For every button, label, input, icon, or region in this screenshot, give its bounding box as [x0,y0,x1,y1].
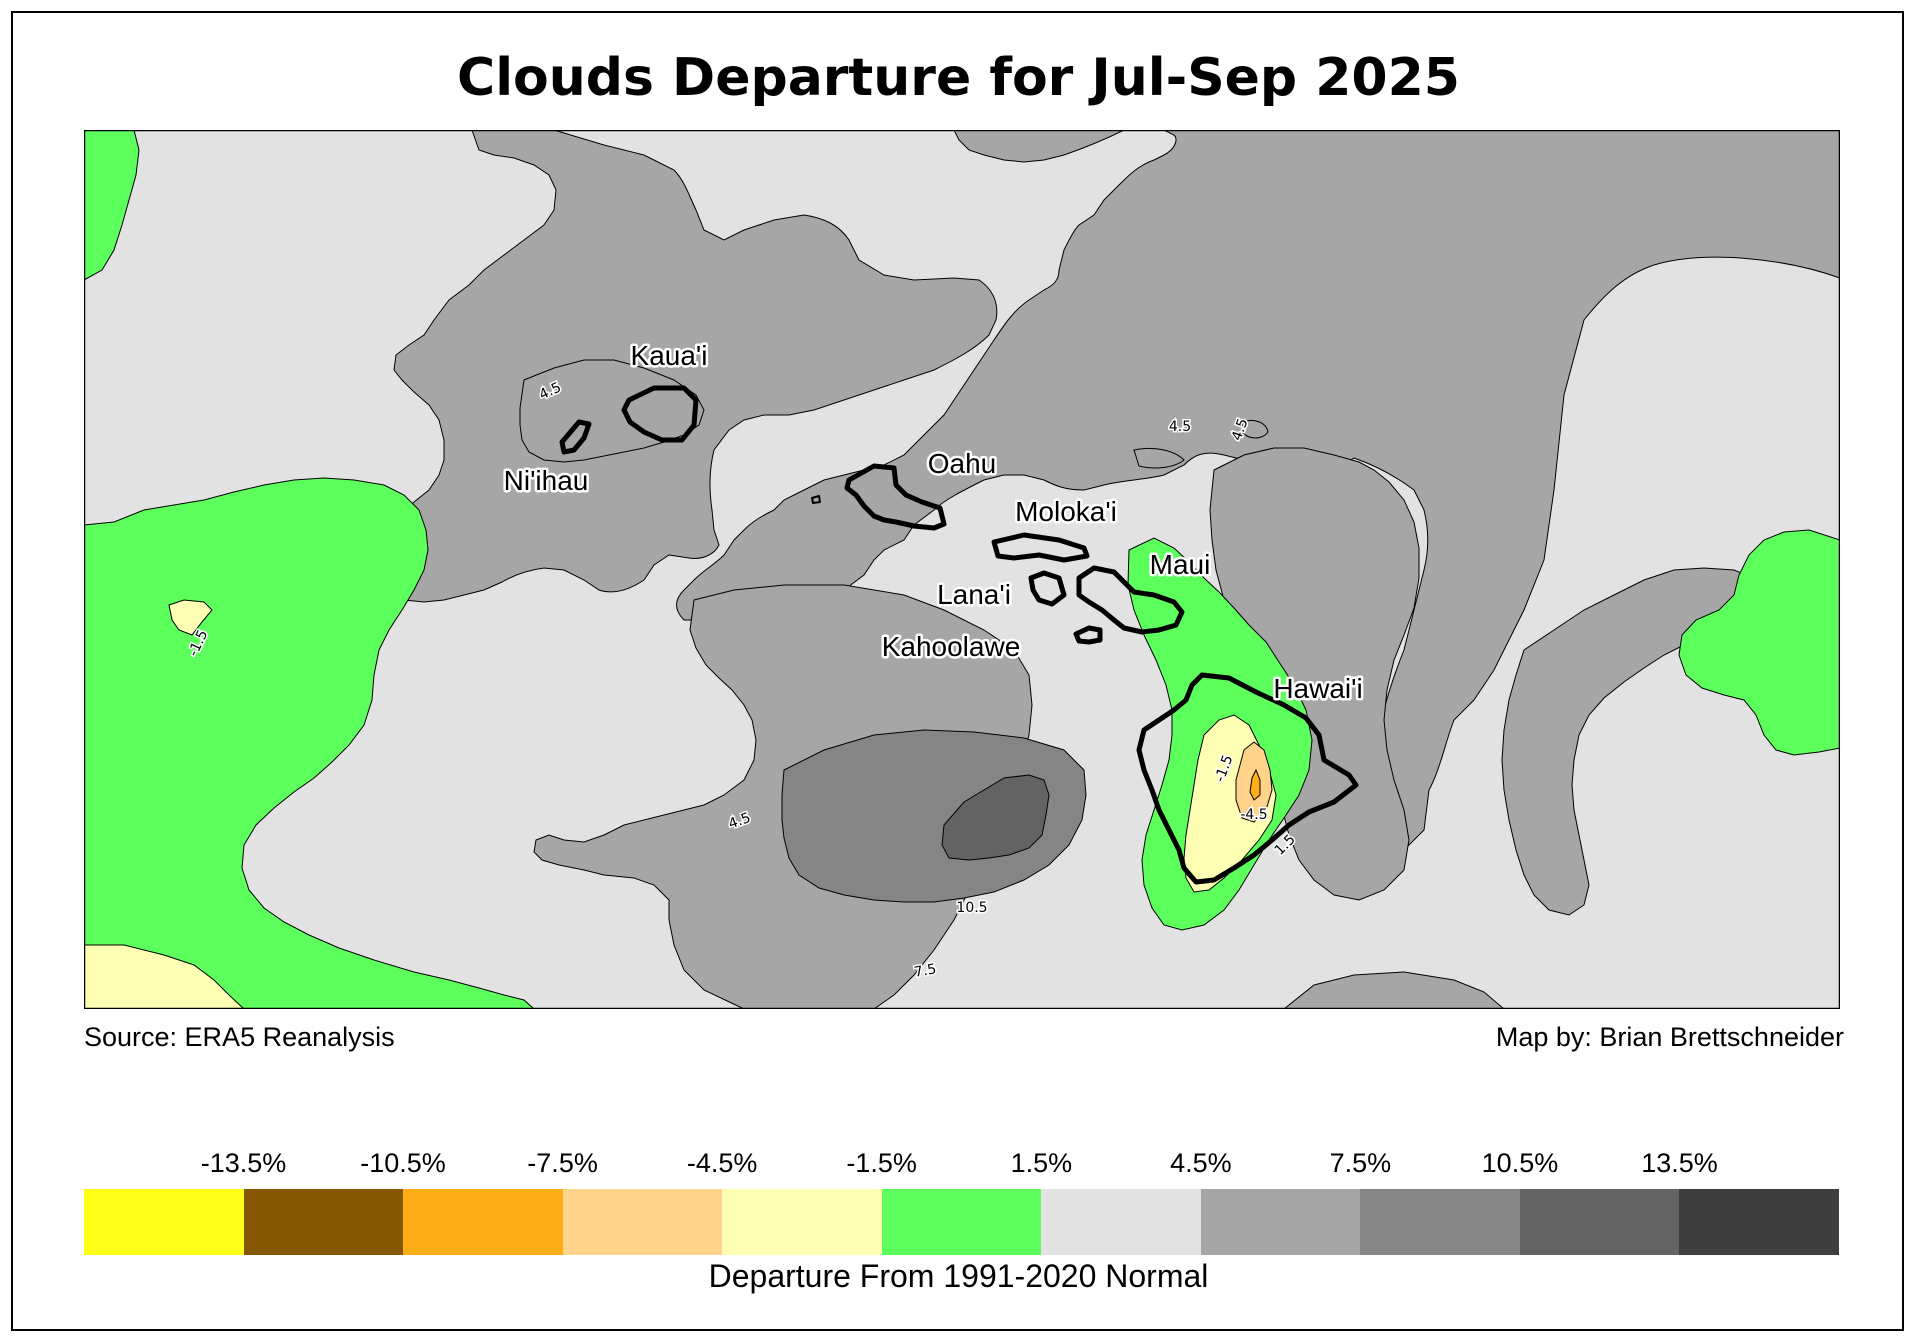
label-oahu: Oahu [928,448,997,479]
departure-region-4-5-central [348,130,998,603]
legend-swatch [403,1189,563,1255]
legend-swatch [1360,1189,1520,1255]
legend-tick-labels: -13.5% -10.5% -7.5% -4.5% -1.5% 1.5% 4.5… [84,1148,1839,1182]
departure-region-neg-4-5-small [168,599,213,636]
legend-tick-label: 4.5% [1170,1148,1232,1178]
legend-tick-label: -7.5% [527,1148,598,1178]
departure-region-4-5-small-a [1133,447,1185,469]
kauai-coastline [621,385,699,443]
molokai-coastline [991,532,1090,563]
legend-swatch [1200,1189,1361,1255]
departure-region-4-5-small-b [1241,419,1269,439]
departure-region-4-5-north [472,130,1840,861]
departure-region-4-5-far-east [1501,567,1765,916]
color-legend-bar [84,1189,1840,1255]
departure-region-neg-4-5-corner [84,944,245,1009]
departure-region-7-5 [781,729,1087,903]
legend-swatch [1041,1189,1201,1255]
map-panel: Kaua'i Ni'ihau Oahu Moloka'i Lana'i Kaho… [84,130,1840,1009]
departure-region-4-5-small-c [1283,971,1505,1009]
legend-tick-label: 1.5% [1010,1148,1073,1178]
departure-region-neg-1-5-northwest [84,130,140,281]
oahu-small-islet [811,495,821,504]
legend-tick-label: 7.5% [1329,1148,1392,1178]
legend-tick-label: 13.5% [1641,1148,1718,1178]
contour-label-4-5-east-a: 4.5 [1169,419,1191,435]
legend-tick-label: -13.5% [200,1148,287,1178]
map-title: Clouds Departure for Jul-Sep 2025 [457,48,1460,108]
legend-tick-label: 10.5% [1481,1148,1559,1178]
map-border [84,130,1840,1009]
source-note: Source: ERA5 Reanalysis [84,1022,395,1052]
legend-swatch [1519,1189,1680,1255]
maui-coastline [1076,565,1185,635]
legend-swatch [722,1189,882,1255]
label-molokai: Moloka'i [1015,496,1117,527]
departure-region-10-5 [941,774,1050,861]
figure-frame [11,11,1904,1331]
label-hawaii: Hawai'i [1273,673,1362,704]
label-lanai: Lana'i [937,579,1011,610]
label-kauai: Kaua'i [631,340,708,371]
island-labels: Kaua'i Ni'ihau Oahu Moloka'i Lana'i Kaho… [501,338,1365,707]
hawaii-coastline [1136,672,1359,885]
legend-swatch [1679,1189,1840,1255]
map-credit: Map by: Brian Brettschneider [1495,1022,1844,1052]
legend-tick-label: -10.5% [360,1148,446,1178]
legend-tick-label: -4.5% [686,1148,758,1178]
legend-title: Departure From 1991-2020 Normal [708,1258,1209,1294]
label-kahoolawe: Kahoolawe [882,631,1021,662]
legend-swatch [562,1189,723,1255]
kahoolawe-coastline [1073,625,1103,645]
departure-region-neg-10-5 [1249,768,1261,801]
legend-tick-label: -1.5% [846,1148,917,1178]
contour-label-7-5: 7.5 [913,961,938,981]
label-niihau: Ni'ihau [504,465,589,496]
legend-swatch [881,1189,1042,1255]
oahu-coastline [844,463,947,531]
coastlines [559,385,1359,885]
lanai-coastline [1028,570,1067,607]
legend-swatch [84,1189,244,1255]
niihau-coastline [559,419,592,455]
contour-label-neg-4-5: -4.5 [1240,807,1267,823]
legend-swatch [243,1189,404,1255]
contour-label-10-5: 10.5 [956,900,987,916]
label-maui: Maui [1150,549,1211,580]
departure-region-neg-1-5-east [1678,529,1840,756]
